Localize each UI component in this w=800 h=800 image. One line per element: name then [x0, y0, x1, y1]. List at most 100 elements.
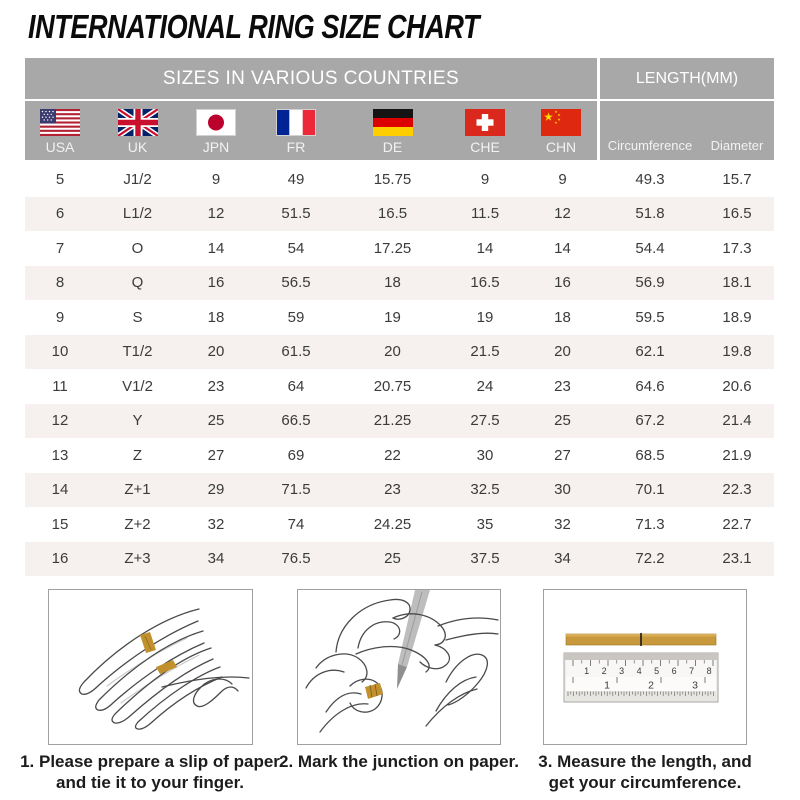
- table-cell: Y: [132, 412, 143, 430]
- page-title: INTERNATIONAL RING SIZE CHART: [28, 8, 480, 45]
- table-cell: 49: [287, 170, 305, 188]
- table-cell: 20: [384, 343, 401, 361]
- length-group-header: LENGTH(MM): [600, 58, 774, 99]
- ruler-number: 1: [584, 666, 589, 676]
- table-cell: 29: [207, 481, 225, 499]
- table-cell: 74: [287, 515, 305, 533]
- ring-size-table: 5 J1/2 9 49 15.75 9 9 49.3 15.7 6 L1/2 12 51.5 16.5 11…: [25, 162, 774, 576]
- table-cell: Z+1: [124, 481, 151, 499]
- table-cell: 30: [476, 446, 494, 464]
- table-cell: 20: [554, 343, 571, 361]
- table-row: 7 O 14 54 17.25 14 14 54.4 17.3: [25, 231, 774, 266]
- table-cell: 71.3: [635, 515, 665, 533]
- table-cell: T1/2: [122, 343, 153, 361]
- table-cell: 37.5: [470, 550, 500, 568]
- ruler-number: 8: [707, 666, 712, 676]
- column-header-che: CHE: [445, 101, 525, 160]
- column-label: CHE: [470, 138, 500, 155]
- caption-line: 1. Please prepare a slip of paper: [20, 752, 280, 771]
- table-cell: 11: [52, 377, 68, 395]
- instruction-caption-1: 1. Please prepare a slip of paper and ti…: [20, 752, 280, 793]
- table-cell: 35: [476, 515, 494, 533]
- table-cell: 71.5: [281, 481, 311, 499]
- table-cell: 59.5: [635, 308, 665, 326]
- table-cell: 56.5: [281, 274, 311, 292]
- table-cell: 14: [554, 239, 571, 257]
- table-cell: Q: [131, 274, 144, 292]
- table-cell: Z: [132, 446, 143, 464]
- country-columns: USA UK: [25, 101, 597, 160]
- ruler-number: 2: [602, 666, 607, 676]
- table-cell: 66.5: [281, 412, 311, 430]
- table-cell: Z+2: [124, 515, 151, 533]
- length-columns: Circumference Diameter: [600, 101, 774, 160]
- table-cell: 69: [287, 446, 305, 464]
- table-cell: 13: [51, 446, 69, 464]
- ruler-number: 4: [637, 666, 642, 676]
- column-header-uk: UK: [95, 101, 180, 160]
- caption-line: get your circumference.: [548, 772, 742, 792]
- ruler-number: 3: [692, 680, 698, 692]
- table-cell: 25: [207, 412, 225, 430]
- table-cell: 59: [287, 308, 305, 326]
- table-cell: 25: [384, 550, 401, 568]
- table-cell: 32: [554, 515, 571, 533]
- column-header-chn: CHN: [525, 101, 597, 160]
- ruler-measurement-illustration: 1 2 3 4 5 6 7 8 1 2 3: [543, 589, 747, 745]
- size-table-body: 5 J1/2 9 49 15.75 9 9 49.3 15.7 6 L1/2 12 51.5 16.5 11…: [25, 162, 774, 576]
- table-cell: 20: [207, 343, 225, 361]
- table-cell: 27: [554, 446, 571, 464]
- table-cell: 12: [207, 205, 225, 223]
- table-cell: 16: [51, 550, 69, 568]
- table-cell: 30: [554, 481, 571, 499]
- table-row: 16 Z+3 34 76.5 25 37.5 34 72.2 23.1: [25, 541, 774, 576]
- table-cell: 18: [207, 308, 225, 326]
- ring-size-chart: SIZES IN VARIOUS COUNTRIES LENGTH(MM): [25, 58, 774, 576]
- table-cell: 68.5: [635, 446, 665, 464]
- sizes-group-header: SIZES IN VARIOUS COUNTRIES: [25, 58, 597, 99]
- table-cell: 20.6: [722, 377, 752, 395]
- ruler-number: 2: [648, 680, 654, 692]
- table-row: 11 V1/2 23 64 20.75 24 23 64.6 20.6: [25, 369, 774, 404]
- table-cell: 32: [207, 515, 225, 533]
- table-row: 15 Z+2 32 74 24.25 35 32 71.3 22.7: [25, 507, 774, 542]
- uk-flag-icon: [117, 108, 158, 136]
- table-cell: L1/2: [122, 205, 153, 223]
- table-row: 12 Y 25 66.5 21.25 27.5 25 67.2 21.4: [25, 403, 774, 438]
- table-cell: 16.5: [470, 274, 500, 292]
- switzerland-flag-icon: [465, 108, 505, 136]
- table-cell: S: [132, 308, 143, 326]
- circumference-column-label: Circumference: [607, 138, 693, 153]
- column-label: FR: [286, 138, 306, 155]
- table-cell: 15.7: [722, 170, 752, 188]
- table-cell: 14: [207, 239, 225, 257]
- caption-line: and tie it to your finger.: [56, 772, 244, 792]
- ruler-number: 1: [604, 680, 610, 692]
- table-cell: 61.5: [281, 343, 311, 361]
- table-cell: 17.25: [373, 239, 412, 257]
- table-cell: 18.9: [722, 308, 752, 326]
- table-cell: 7: [55, 239, 65, 257]
- column-header-usa: USA: [25, 101, 95, 160]
- table-cell: 72.2: [635, 550, 665, 568]
- table-cell: 20.75: [373, 377, 412, 395]
- table-cell: 34: [207, 550, 225, 568]
- column-label: USA: [45, 138, 75, 155]
- table-cell: 18: [384, 274, 401, 292]
- table-cell: 62.1: [635, 343, 665, 361]
- table-row: 5 J1/2 9 49 15.75 9 9 49.3 15.7: [25, 162, 774, 197]
- usa-flag-icon: [40, 108, 80, 136]
- ruler-number: 5: [654, 666, 659, 676]
- table-cell: 70.1: [635, 481, 665, 499]
- table-row: 9 S 18 59 19 19 18 59.5 18.9: [25, 300, 774, 335]
- column-header-fr: FR: [252, 101, 340, 160]
- column-label: JPN: [202, 138, 230, 155]
- table-cell: 12: [51, 412, 69, 430]
- france-flag-icon: [276, 108, 316, 136]
- table-cell: 27: [207, 446, 225, 464]
- column-header-de: DE: [340, 101, 445, 160]
- table-cell: 9: [55, 308, 65, 326]
- table-cell: 54: [287, 239, 305, 257]
- table-cell: 12: [554, 205, 571, 223]
- table-row: 6 L1/2 12 51.5 16.5 11.5 12 51.8 16.5: [25, 196, 774, 231]
